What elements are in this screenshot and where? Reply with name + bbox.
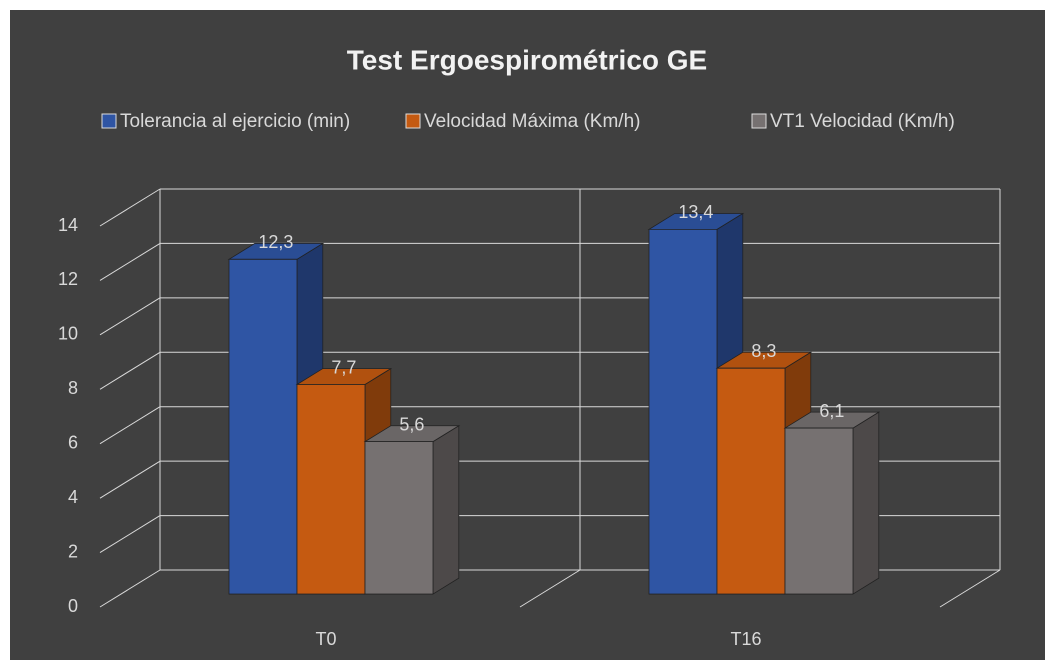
legend-label: Tolerancia al ejercicio (min)	[120, 111, 350, 132]
value-label: 12,3	[258, 232, 293, 252]
y-tick-label: 2	[68, 541, 78, 561]
value-label: 5,6	[399, 414, 424, 434]
bar	[363, 425, 461, 595]
grid-segment	[99, 406, 161, 445]
value-label: 7,7	[331, 357, 356, 377]
legend-label: VT1 Velocidad (Km/h)	[770, 111, 955, 132]
bar-front	[648, 228, 718, 595]
grid-segment	[99, 188, 161, 227]
chart-background	[10, 10, 1045, 660]
floor-line	[939, 569, 1001, 608]
x-tick-label: T16	[730, 629, 761, 649]
grid-segment	[99, 460, 161, 499]
legend-swatch	[751, 113, 767, 129]
y-tick-label: 14	[58, 215, 78, 235]
grid-segment	[99, 515, 161, 553]
grid-segment	[99, 569, 161, 608]
bar-front	[784, 427, 854, 595]
chart-title: Test Ergoespirométrico GE	[347, 44, 707, 75]
floor-line	[519, 569, 581, 608]
grid-segment	[99, 351, 161, 390]
bar	[783, 411, 881, 595]
legend-swatch	[101, 113, 117, 129]
grid-segment	[99, 297, 161, 336]
value-label: 13,4	[678, 202, 713, 222]
value-label: 8,3	[751, 341, 776, 361]
y-tick-label: 10	[58, 324, 78, 344]
y-tick-label: 8	[68, 378, 78, 398]
y-tick-label: 6	[68, 432, 78, 452]
bar-front	[228, 258, 298, 595]
y-tick-label: 4	[68, 487, 78, 507]
bar-front	[716, 367, 786, 595]
bar-side	[432, 425, 460, 595]
y-tick-label: 0	[68, 596, 78, 616]
x-tick-label: T0	[315, 629, 336, 649]
value-label: 6,1	[819, 401, 844, 421]
bar-front	[296, 384, 366, 595]
y-tick-label: 12	[58, 269, 78, 289]
legend-swatch	[405, 113, 421, 129]
legend-label: Velocidad Máxima (Km/h)	[424, 111, 640, 132]
bar-front	[364, 441, 434, 595]
bar-side	[852, 411, 880, 595]
grid-segment	[99, 243, 161, 281]
